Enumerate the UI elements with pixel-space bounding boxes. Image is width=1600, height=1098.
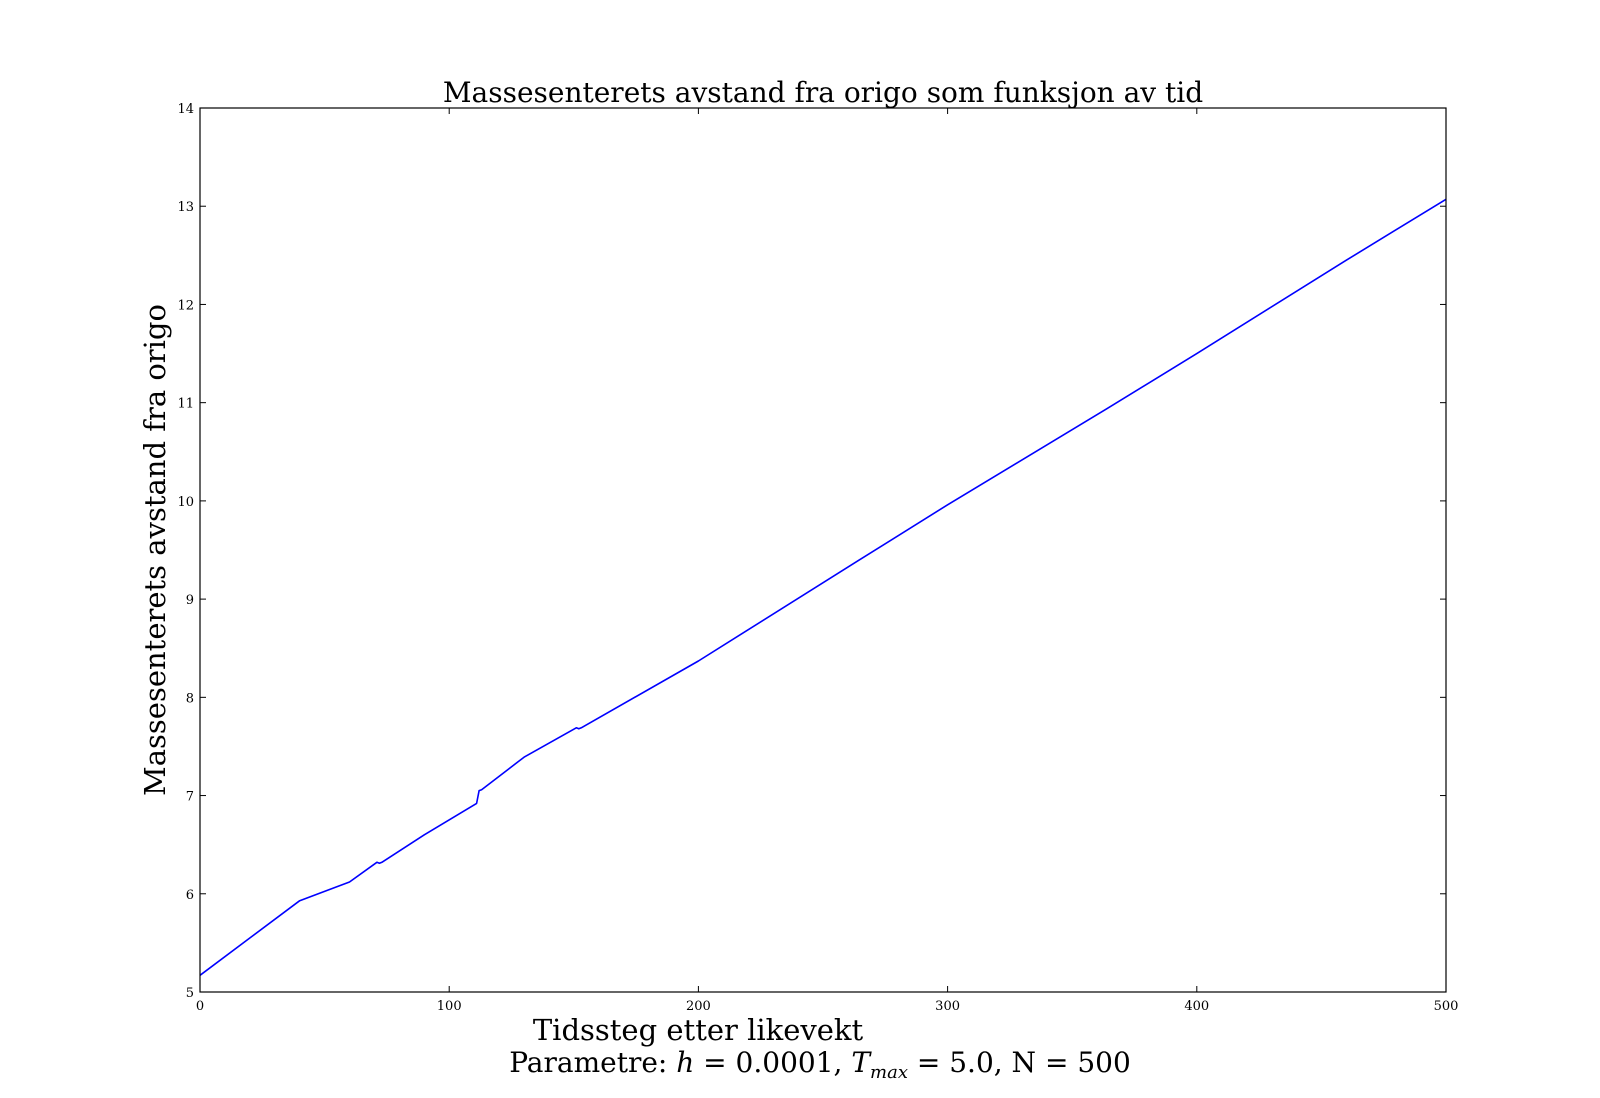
caption-eq2: = 5.0, N = 500 <box>908 1046 1131 1079</box>
x-tick-label: 0 <box>196 999 204 1014</box>
x-tick-label: 300 <box>935 999 960 1014</box>
chart-title: Massesenterets avstand fra origo som fun… <box>443 76 1203 109</box>
x-tick-label: 100 <box>437 999 462 1014</box>
y-tick-label: 13 <box>177 200 194 215</box>
caption-eq1: = 0.0001, <box>694 1046 851 1079</box>
y-tick-label: 8 <box>186 691 194 706</box>
y-tick-label: 7 <box>186 790 194 805</box>
y-tick-label: 11 <box>177 397 194 412</box>
x-axis-label: Tidssteg etter likevekt <box>533 1013 864 1047</box>
x-tick-label: 400 <box>1184 999 1209 1014</box>
ticks-layer: 0 100 200 300 400 500 5 6 7 8 9 10 11 12 13 14 <box>177 102 1458 1014</box>
parameter-caption: Parametre: h = 0.0001, Tmax = 5.0, N = 5… <box>509 1046 1131 1083</box>
y-tick-label: 12 <box>177 298 194 313</box>
x-tick-label: 200 <box>686 999 711 1014</box>
caption-prefix: Parametre: <box>509 1046 676 1079</box>
series-layer <box>199 198 1447 976</box>
x-tick-label: 500 <box>1434 999 1459 1014</box>
y-tick-label: 6 <box>186 888 194 903</box>
y-tick-label: 14 <box>177 102 194 117</box>
caption-subscript: max <box>870 1062 908 1083</box>
caption-T: T <box>851 1046 872 1079</box>
caption-h: h <box>676 1046 694 1079</box>
series-line <box>199 198 1447 976</box>
y-tick-label: 5 <box>186 986 194 1001</box>
y-tick-label: 10 <box>177 495 194 510</box>
y-tick-label: 9 <box>186 593 194 608</box>
y-axis-label: Massesenterets avstand fra origo <box>138 304 172 796</box>
plot-frame <box>199 107 1447 993</box>
